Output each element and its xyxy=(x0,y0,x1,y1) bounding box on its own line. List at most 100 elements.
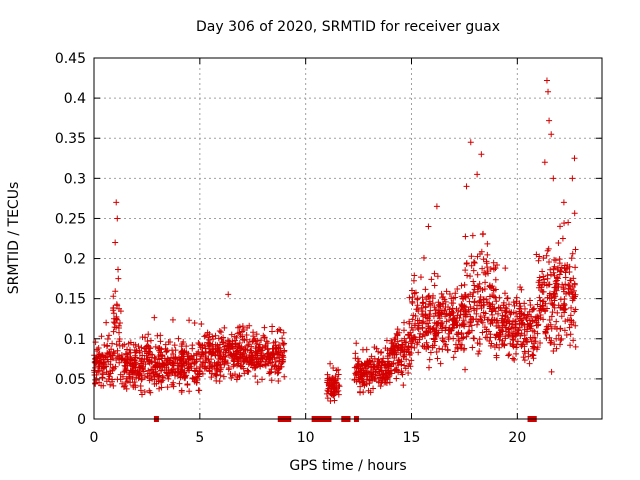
data-point xyxy=(152,371,159,378)
data-point xyxy=(240,326,247,333)
data-point xyxy=(496,294,503,301)
data-point xyxy=(149,351,156,358)
data-point xyxy=(388,370,395,377)
data-point xyxy=(220,373,227,380)
data-point xyxy=(332,387,339,394)
data-point xyxy=(238,344,245,351)
data-point xyxy=(571,155,578,162)
data-point xyxy=(252,373,259,380)
data-point xyxy=(422,304,429,311)
data-point xyxy=(458,341,465,348)
data-point xyxy=(463,333,470,340)
data-point xyxy=(471,335,478,342)
data-point xyxy=(185,367,192,374)
data-point xyxy=(372,368,379,375)
data-point xyxy=(431,282,438,289)
data-point xyxy=(127,354,134,361)
data-point xyxy=(479,231,486,238)
data-point xyxy=(567,331,574,338)
data-point xyxy=(391,336,398,343)
data-point xyxy=(458,330,465,337)
data-point xyxy=(554,309,561,316)
data-point xyxy=(454,322,461,329)
data-point xyxy=(426,298,433,305)
data-point xyxy=(569,175,576,182)
data-point xyxy=(138,344,145,351)
data-point xyxy=(359,376,366,383)
data-point xyxy=(328,379,335,386)
data-point xyxy=(566,317,573,324)
x-tick-label: 15 xyxy=(403,430,421,446)
data-point xyxy=(184,381,191,388)
data-point xyxy=(484,264,491,271)
data-point xyxy=(506,351,513,358)
data-point xyxy=(446,291,453,298)
data-point xyxy=(229,355,236,362)
data-point xyxy=(466,323,473,330)
data-point xyxy=(180,369,187,376)
data-point xyxy=(431,304,438,311)
data-point xyxy=(548,368,555,375)
data-point xyxy=(395,356,402,363)
data-point xyxy=(522,350,529,357)
data-point xyxy=(147,389,154,396)
data-point xyxy=(476,297,483,304)
data-point xyxy=(567,342,574,349)
data-point xyxy=(476,348,483,355)
data-point xyxy=(155,378,162,385)
data-point xyxy=(572,322,579,329)
data-point xyxy=(452,348,459,355)
data-point xyxy=(502,313,509,320)
data-point xyxy=(413,306,420,313)
data-point xyxy=(178,388,185,395)
data-point xyxy=(375,348,382,355)
data-point xyxy=(254,350,261,357)
data-point xyxy=(249,352,256,359)
data-point xyxy=(434,355,441,362)
data-point xyxy=(364,359,371,366)
data-point xyxy=(552,284,559,291)
data-point xyxy=(524,324,531,331)
data-point xyxy=(107,351,114,358)
data-point xyxy=(572,246,579,253)
data-point xyxy=(420,318,427,325)
data-point xyxy=(146,358,153,365)
data-point xyxy=(206,349,213,356)
data-point xyxy=(171,372,178,379)
data-point xyxy=(353,371,360,378)
data-point xyxy=(417,330,424,337)
data-point xyxy=(186,317,193,324)
data-point xyxy=(474,321,481,328)
y-tick-label: 0.3 xyxy=(64,171,86,187)
data-point xyxy=(510,309,517,316)
data-point xyxy=(468,327,475,334)
data-point xyxy=(417,274,424,281)
data-point xyxy=(562,281,569,288)
data-point xyxy=(116,359,123,366)
y-tick-label: 0.25 xyxy=(55,211,86,227)
data-point xyxy=(425,294,432,301)
data-point xyxy=(463,183,470,190)
data-point xyxy=(437,360,444,367)
data-point xyxy=(568,255,575,262)
data-point xyxy=(324,395,331,402)
data-point xyxy=(379,358,386,365)
data-point xyxy=(471,286,478,293)
data-point xyxy=(495,310,502,317)
data-point xyxy=(106,332,113,339)
data-point xyxy=(274,366,281,373)
data-point xyxy=(411,344,418,351)
data-point xyxy=(540,298,547,305)
data-point xyxy=(479,319,486,326)
data-point xyxy=(361,381,368,388)
data-point xyxy=(324,375,331,382)
data-point xyxy=(474,271,481,278)
data-point xyxy=(539,302,546,309)
data-point xyxy=(410,277,417,284)
data-point xyxy=(516,300,523,307)
data-point xyxy=(114,316,121,323)
data-point xyxy=(405,363,412,370)
data-point xyxy=(517,284,524,291)
data-point xyxy=(533,346,540,353)
data-point xyxy=(237,357,244,364)
